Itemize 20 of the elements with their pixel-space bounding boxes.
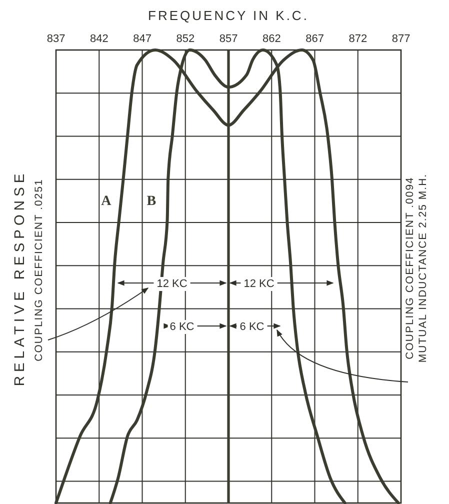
x-tick-label: 852 [176, 33, 195, 45]
annotation: 6 KC [240, 321, 264, 333]
annotation: 12 KC [156, 278, 188, 290]
annotation: 12 KC [244, 278, 274, 290]
text: MUTUAL INDUCTANCE 2.25 M.H. [417, 173, 429, 363]
x-tick-label: 857 [219, 33, 238, 45]
x-tick-label: 842 [90, 33, 108, 45]
annotation: 6 KC [170, 321, 194, 333]
x-tick-label: 872 [348, 33, 368, 45]
x-tick-label: 867 [306, 33, 324, 45]
text: COUPLING COEFFICIENT .0251 [33, 178, 45, 362]
x-tick-label: 837 [46, 33, 66, 45]
series-label: A [101, 194, 112, 210]
x-axis-title: FREQUENCY IN K.C. [148, 8, 309, 23]
x-tick-label: 847 [133, 33, 152, 45]
y-axis-title: RELATIVE RESPONSE [11, 170, 27, 386]
series-label: B [146, 194, 156, 210]
x-tick-label: 862 [262, 33, 281, 45]
x-tick-label: 877 [392, 33, 410, 45]
text: COUPLING COEFFICIENT .0094 [404, 176, 416, 360]
